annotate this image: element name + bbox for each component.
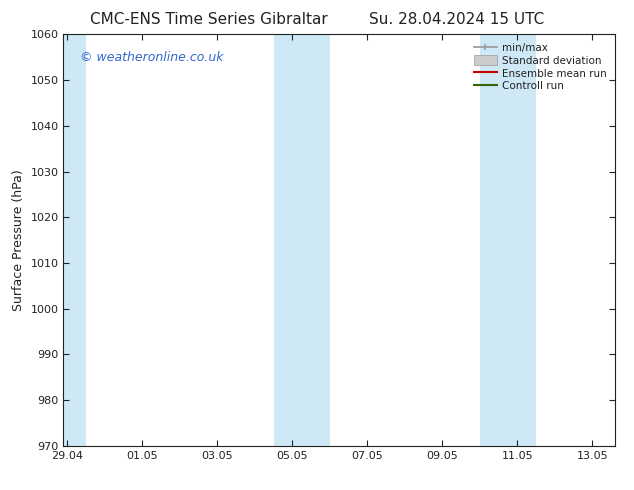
Text: Su. 28.04.2024 15 UTC: Su. 28.04.2024 15 UTC bbox=[369, 12, 544, 27]
Bar bbox=[480, 34, 536, 446]
Text: © weatheronline.co.uk: © weatheronline.co.uk bbox=[80, 51, 223, 64]
Legend: min/max, Standard deviation, Ensemble mean run, Controll run: min/max, Standard deviation, Ensemble me… bbox=[470, 40, 610, 95]
Bar bbox=[273, 34, 330, 446]
Bar bbox=[63, 34, 86, 446]
Y-axis label: Surface Pressure (hPa): Surface Pressure (hPa) bbox=[12, 169, 25, 311]
Text: CMC-ENS Time Series Gibraltar: CMC-ENS Time Series Gibraltar bbox=[90, 12, 328, 27]
